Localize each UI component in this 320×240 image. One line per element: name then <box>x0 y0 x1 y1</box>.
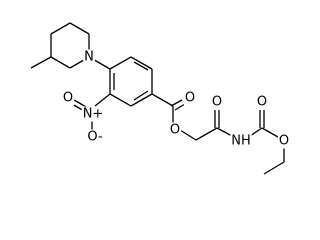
atom-label: O <box>257 95 267 110</box>
label-background <box>81 106 105 122</box>
label-background <box>277 133 291 149</box>
label-background <box>183 90 197 106</box>
atom-label: O <box>170 123 180 138</box>
label-background <box>230 133 252 149</box>
atom-label: N+ <box>83 107 104 122</box>
atom-label: O- <box>87 130 103 145</box>
atom-label: O <box>63 91 73 106</box>
label-background <box>168 122 182 138</box>
label-background <box>255 94 269 110</box>
atom-label: O <box>212 95 222 110</box>
label-background <box>210 94 224 110</box>
molecule-diagram: N N+ O O- O O O NH O O <box>30 22 291 175</box>
label-background <box>61 90 75 106</box>
atom-label: O <box>185 91 195 106</box>
atom-labels: N N+ O O- O O O NH O O <box>61 49 291 149</box>
label-background <box>86 129 104 145</box>
atom-label: NH <box>231 134 251 149</box>
atom-label: N <box>84 50 94 65</box>
atom-label: O <box>279 134 289 149</box>
label-background <box>83 49 95 65</box>
